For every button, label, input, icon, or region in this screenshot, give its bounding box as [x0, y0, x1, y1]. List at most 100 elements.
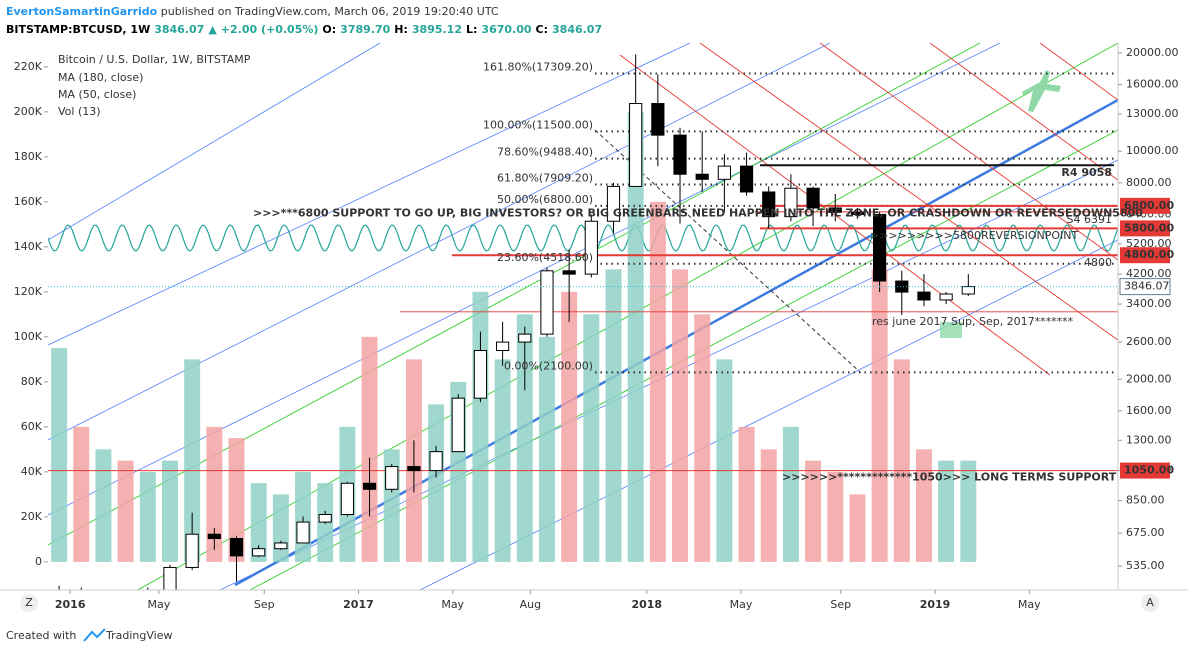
- candle-body: [917, 291, 931, 301]
- volume-bar: [184, 359, 201, 562]
- y-tick-label: 850.00: [1126, 494, 1165, 507]
- candle-body: [873, 213, 887, 282]
- y-tick-label: 20000.00: [1126, 46, 1179, 59]
- volume-bar: [738, 426, 755, 562]
- y2-tick-label: 120K: [14, 285, 43, 298]
- volume-bar: [893, 359, 910, 562]
- zoom-button[interactable]: [20, 594, 38, 612]
- quote-part: H:: [394, 23, 408, 36]
- y2-tick-label: 100K: [14, 330, 43, 343]
- volume-bar: [561, 291, 578, 562]
- quote-part: ▲: [208, 23, 217, 36]
- y-tick-label: 10000.00: [1126, 144, 1179, 157]
- plane-icon: [1022, 70, 1061, 112]
- candle-body: [762, 191, 776, 218]
- volume-bar: [516, 314, 533, 562]
- volume-bar: [649, 201, 666, 562]
- channel-line: [48, 43, 381, 241]
- x-tick-label: 2016: [55, 598, 86, 611]
- volume-bar: [672, 269, 689, 562]
- volume-bar: [605, 269, 622, 562]
- annotation: >>>>>>*************1050>>> LONG TERMS SU…: [782, 470, 1117, 483]
- volume-bar: [805, 460, 822, 562]
- price-tag-label: 1050.00: [1124, 464, 1174, 477]
- plot: [48, 43, 1118, 590]
- price-tag: [1120, 247, 1170, 264]
- y2-tick-label: 60K: [21, 420, 43, 433]
- header-line: EvertonSamartinGarrido published on Trad…: [6, 5, 499, 18]
- candle-body: [318, 514, 332, 523]
- candle-body: [274, 542, 288, 550]
- volume-bar: [228, 438, 245, 562]
- quote-part: 3670.00: [481, 23, 531, 36]
- volume-bar: [915, 449, 932, 562]
- y-tick-label: 4200.00: [1126, 267, 1172, 280]
- volume-bar: [161, 460, 178, 562]
- volume-bar: [139, 471, 156, 562]
- candle-body: [828, 207, 842, 213]
- volume-bar: [960, 460, 977, 562]
- channel-line: [699, 43, 1118, 341]
- price-tag-label: 4800.00: [1124, 248, 1174, 261]
- channel-line: [419, 239, 1118, 590]
- y-tick-label: 535.00: [1126, 559, 1165, 572]
- volume-bar: [73, 426, 90, 562]
- x-tick-label: May: [441, 598, 464, 611]
- fib-label: 100.00%(11500.00): [483, 118, 593, 131]
- candle-body: [451, 397, 465, 453]
- annotation: >>>***6800 SUPPORT TO GO UP, BIG INVESTO…: [253, 206, 1143, 219]
- volume-bar: [51, 348, 68, 562]
- price-tag-label: 6800.00: [1124, 199, 1174, 212]
- y-tick-label: 5200.00: [1126, 237, 1172, 250]
- y-tick-label: 13000.00: [1126, 107, 1179, 120]
- price-tag-label: 5800.00: [1124, 221, 1174, 234]
- volume-bar: [716, 359, 733, 562]
- candle-body: [606, 185, 621, 222]
- fib-label: 23.60%(4518.60): [497, 251, 593, 264]
- y-tick-label: 2000.00: [1126, 372, 1172, 385]
- annotation: 4800: [1084, 256, 1112, 269]
- fib-label: 78.60%(9488.40): [497, 146, 593, 159]
- candle-body: [229, 538, 244, 557]
- volume-bar: [627, 111, 644, 562]
- x-tick-label: 2019: [920, 598, 951, 611]
- candle-body: [939, 293, 953, 301]
- candle-body: [252, 548, 266, 557]
- y2-tick-label: 160K: [14, 195, 43, 208]
- channel-line: [136, 43, 1118, 590]
- x-tick-label: May: [730, 598, 753, 611]
- pivot-label: R4 9058: [1061, 166, 1112, 179]
- channel-line: [819, 43, 1118, 261]
- volume-bar: [428, 404, 445, 562]
- volume-bar: [694, 314, 711, 562]
- annotation: res june 2017 Sup, Sep, 2017*******: [872, 315, 1074, 328]
- candle-body: [163, 566, 177, 590]
- volume-bar: [538, 336, 555, 562]
- author[interactable]: EvertonSamartinGarrido: [6, 5, 158, 18]
- candle-body: [496, 341, 510, 352]
- candle-body: [540, 270, 554, 335]
- candle-body: [695, 173, 709, 180]
- candle-body: [584, 220, 598, 275]
- auto-button-label[interactable]: A: [1146, 596, 1154, 609]
- volume-bar: [583, 314, 600, 562]
- candle-body: [518, 333, 532, 343]
- footer-brand[interactable]: TradingView: [105, 629, 172, 642]
- auto-button[interactable]: [1141, 594, 1159, 612]
- quote-part: C:: [536, 23, 548, 36]
- y2-tick-label: 200K: [14, 105, 43, 118]
- x-tick-label: Sep: [830, 598, 851, 611]
- fib-label: 61.80%(7909.20): [497, 171, 593, 184]
- volume-bar: [206, 426, 223, 562]
- zoom-button-label[interactable]: Z: [25, 596, 33, 609]
- arrow-icon: [940, 322, 962, 338]
- quote-part: BITSTAMP:BTCUSD, 1W: [6, 23, 150, 36]
- y-tick-label: 2600.00: [1126, 335, 1172, 348]
- y-tick-label: 1600.00: [1126, 404, 1172, 417]
- volume-bar: [272, 494, 289, 562]
- volume-bar: [827, 471, 844, 562]
- volume-bar: [871, 269, 888, 562]
- quote-part: L:: [466, 23, 477, 36]
- chart-title: Bitcoin / U.S. Dollar, 1W, BITSTAMP: [58, 53, 251, 66]
